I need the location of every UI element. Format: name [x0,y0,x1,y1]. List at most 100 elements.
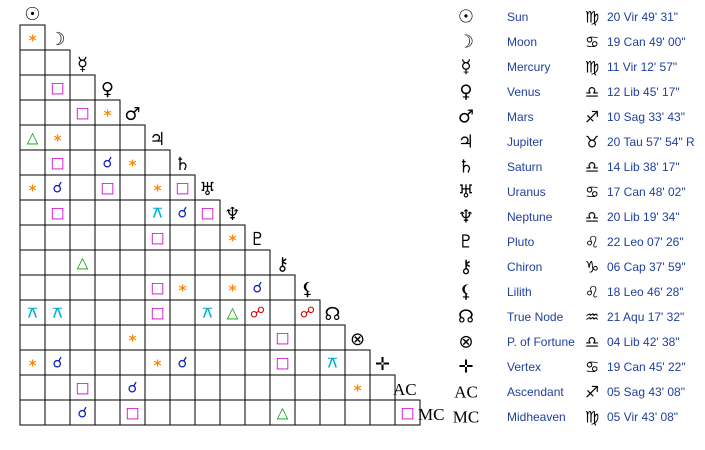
grid-cell [144,149,171,176]
grid-cell [94,199,121,226]
grid-cell [119,299,146,326]
sign-symbol: ♍ [585,408,599,427]
aspect-glyph: □ [100,179,114,197]
grid-cell [69,299,96,326]
grid-cell [69,324,96,351]
sign-symbol: ♍ [585,58,599,77]
grid-cell [269,374,296,401]
aspect-glyph: △ [277,404,289,422]
legend-symbol: ♃ [458,132,474,153]
planet-name: Saturn [507,160,542,174]
aspect-glyph: * [104,107,112,125]
aspect-glyph: ☌ [252,279,262,297]
grid-cell [94,349,121,376]
grid-cell [194,249,221,276]
diagonal-symbol: ♅ [199,179,215,200]
legend-symbol: AC [454,383,478,402]
sign-symbol: ♑ [585,258,599,277]
grid-cell [19,274,46,301]
sign-symbol: ♍ [585,8,599,27]
grid-cell [369,374,396,401]
legend-symbol: ✛ [458,357,473,378]
aspect-glyph: * [29,182,37,200]
sign-symbol: ♎ [585,208,599,227]
position: 12 Lib 45' 17" [607,85,680,99]
grid-cell [344,349,371,376]
grid-cell [219,399,246,426]
aspect-glyph: ☌ [102,154,112,172]
grid-cell [294,399,321,426]
grid-cell [119,249,146,276]
grid-cell [294,324,321,351]
position: 21 Aqu 17' 32" [607,310,684,324]
diagonal-symbol: ♇ [249,229,265,250]
diagonal-symbol: MC [418,405,444,424]
aspect-glyph: * [129,332,137,350]
grid-cell [69,349,96,376]
grid-cell [119,274,146,301]
planet-name: Uranus [507,185,546,199]
legend-symbol: ☊ [458,307,474,328]
aspect-glyph: ⚻ [53,304,63,322]
sign-symbol: ♉ [585,133,599,152]
grid-cell [194,324,221,351]
grid-cell [319,324,346,351]
grid-cell [69,274,96,301]
sign-symbol: ♋ [585,33,599,52]
grid-cell [44,99,71,126]
grid-cell [69,224,96,251]
diagonal-symbol: ♂ [124,104,140,125]
grid-cell [19,49,46,76]
position: 20 Lib 19' 34" [607,210,680,224]
diagonal-symbol: ✛ [375,354,390,375]
position: 06 Cap 37' 59" [607,260,686,274]
grid-cell [19,199,46,226]
grid-cell [69,149,96,176]
diagonal-symbol: ♃ [149,129,165,150]
grid-cell [94,249,121,276]
grid-cell [219,324,246,351]
position: 19 Can 45' 22" [607,360,686,374]
sign-symbol: ♎ [585,333,599,352]
grid-cell [169,324,196,351]
aspect-glyph: ☍ [300,304,315,322]
grid-cell [94,124,121,151]
diagonal-symbol: ♄ [174,154,190,175]
grid-cell [269,299,296,326]
aspect-glyph: * [129,157,137,175]
grid-cell [19,399,46,426]
aspect-glyph: □ [150,279,164,297]
grid-cell [119,174,146,201]
aspect-glyph: □ [125,404,139,422]
legend-symbol: MC [453,408,479,427]
aspect-glyph: * [154,182,162,200]
grid-cell [294,349,321,376]
grid-cell [169,374,196,401]
diagonal-symbol: ♆ [224,204,240,225]
planet-name: Neptune [507,210,553,224]
grid-cell [244,324,271,351]
grid-cell [244,399,271,426]
position: 11 Vir 12' 57" [607,60,677,74]
grid-cell [194,374,221,401]
grid-cell [69,74,96,101]
aspect-glyph: ⚻ [153,204,163,222]
aspect-glyph: △ [77,254,89,272]
aspect-glyph: □ [50,79,64,97]
grid-cell [44,399,71,426]
position: 22 Leo 07' 26" [607,235,684,249]
grid-cell [394,399,421,426]
aspect-glyph: ⚻ [328,354,338,372]
grid-cell [369,399,396,426]
grid-cell [144,249,171,276]
aspect-glyph: ☌ [52,354,62,372]
grid-cell [244,249,271,276]
legend-symbol: ☉ [458,7,474,28]
aspect-glyph: □ [75,104,89,122]
grid-cell [94,399,121,426]
grid-cell [119,124,146,151]
grid-cell [169,299,196,326]
aspect-glyph: □ [75,379,89,397]
planet-name: Moon [507,35,537,49]
diagonal-symbol: AC [393,380,417,399]
